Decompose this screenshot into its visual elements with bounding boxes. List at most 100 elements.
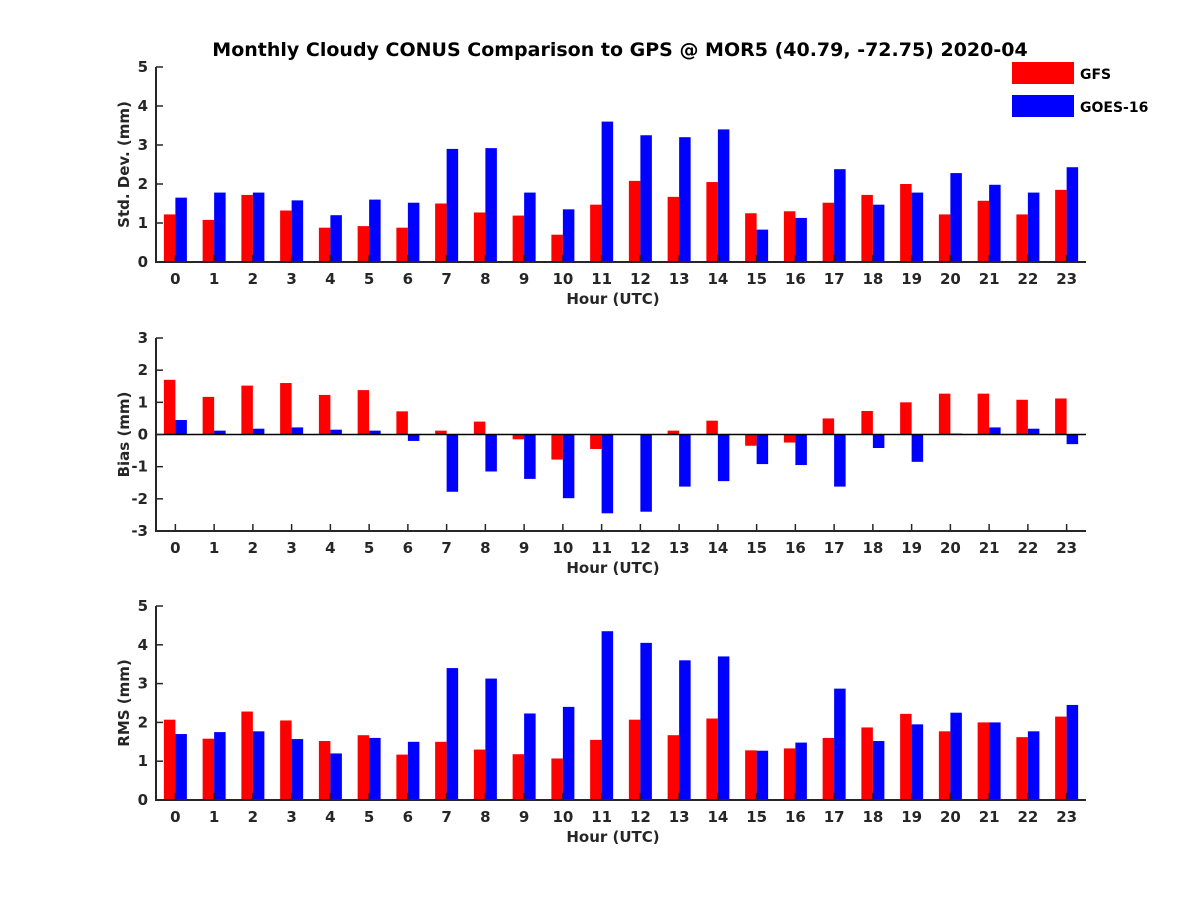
rms-x-tick-label: 5 (364, 808, 374, 826)
std-x-tick-label: 11 (591, 270, 612, 288)
std-x-tick-label: 17 (824, 270, 845, 288)
bias-bar-gfs-17 (822, 418, 835, 435)
bias-y-tick-label: 0 (138, 426, 148, 444)
rms-y-tick-label: 0 (138, 791, 148, 809)
rms-x-tick-label: 18 (862, 808, 883, 826)
rms-y-tick-label: 4 (138, 636, 148, 654)
rms-bar-gfs-0 (163, 719, 176, 800)
rms-x-tick-label: 3 (286, 808, 296, 826)
bias-bar-goes16-14 (717, 434, 730, 482)
rms-y-axis-label: RMS (mm) (115, 659, 133, 746)
rms-bar-gfs-15 (745, 750, 757, 800)
rms-x-tick-label: 1 (209, 808, 219, 826)
rms-bar-goes16-4 (330, 753, 342, 800)
bias-y-tick-label: -1 (131, 458, 148, 476)
rms-bar-goes16-9 (524, 713, 536, 800)
rms-bar-goes16-7 (446, 668, 459, 800)
rms-bar-gfs-16 (783, 748, 796, 800)
std-bar-gfs-23 (1055, 189, 1067, 262)
rms-bar-goes16-10 (562, 706, 575, 800)
std-bar-goes16-18 (872, 204, 885, 262)
bias-bar-goes16-13 (679, 434, 691, 487)
rms-x-tick-label: 6 (403, 808, 413, 826)
rms-bar-goes16-20 (950, 712, 962, 800)
bias-x-tick-label: 22 (1017, 539, 1038, 557)
bias-x-tick-label: 7 (441, 539, 451, 557)
std-bar-goes16-23 (1066, 167, 1079, 262)
std-bar-goes16-16 (795, 217, 807, 262)
legend: GFS GOES-16 (1012, 62, 1148, 117)
std-bar-gfs-18 (861, 194, 873, 262)
bias-bar-gfs-2 (241, 385, 253, 435)
rms-x-tick-label: 13 (669, 808, 690, 826)
bias-x-tick-label: 4 (325, 539, 335, 557)
rms-x-tick-label: 19 (901, 808, 922, 826)
bias-bar-goes16-18 (872, 434, 885, 449)
bias-x-tick-label: 15 (746, 539, 767, 557)
rms-bar-gfs-6 (396, 754, 408, 800)
legend-label-goes16: GOES-16 (1080, 100, 1148, 116)
std-bar-goes16-11 (601, 121, 614, 262)
bias-bar-gfs-14 (706, 420, 718, 435)
bias-x-tick-label: 12 (630, 539, 651, 557)
bias-x-tick-label: 8 (480, 539, 490, 557)
rms-bar-goes16-16 (795, 742, 807, 800)
bias-bar-gfs-1 (202, 396, 215, 435)
rms-x-axis-label: Hour (UTC) (566, 828, 659, 846)
std-x-tick-label: 16 (785, 270, 806, 288)
rms-bar-gfs-4 (318, 741, 331, 800)
bias-bar-goes16-10 (562, 434, 575, 499)
rms-bar-goes16-8 (485, 678, 497, 800)
std-y-tick-label: 2 (138, 175, 148, 193)
bias-y-tick-label: 1 (138, 393, 148, 411)
bias-x-tick-label: 2 (248, 539, 258, 557)
rms-bar-gfs-9 (512, 754, 525, 800)
bias-y-tick-label: -2 (131, 490, 148, 508)
std-bar-gfs-5 (357, 226, 370, 262)
rms-bar-goes16-1 (214, 732, 226, 800)
rms-x-tick-label: 14 (707, 808, 728, 826)
std-bar-gfs-8 (473, 212, 486, 262)
rms-x-tick-label: 9 (519, 808, 529, 826)
std-bar-gfs-11 (590, 204, 602, 262)
std-x-tick-label: 4 (325, 270, 335, 288)
std-bar-gfs-15 (745, 213, 757, 262)
std-x-tick-label: 21 (979, 270, 1000, 288)
rms-bar-gfs-3 (280, 720, 292, 800)
std-x-tick-label: 18 (862, 270, 883, 288)
rms-bar-goes16-18 (872, 741, 885, 800)
std-bar-gfs-3 (280, 210, 292, 262)
std-bar-gfs-21 (977, 200, 990, 262)
rms-x-tick-label: 11 (591, 808, 612, 826)
std-bar-gfs-14 (706, 182, 718, 262)
rms-bar-gfs-10 (551, 758, 563, 800)
rms-x-tick-label: 16 (785, 808, 806, 826)
std-x-tick-label: 5 (364, 270, 374, 288)
rms-x-tick-label: 4 (325, 808, 335, 826)
bias-bar-gfs-3 (280, 383, 292, 435)
std-bar-goes16-21 (989, 184, 1001, 262)
bias-x-tick-label: 21 (979, 539, 1000, 557)
rms-bar-gfs-11 (590, 739, 602, 800)
rms-bar-gfs-7 (435, 741, 447, 800)
std-bar-gfs-17 (822, 202, 835, 262)
std-bar-gfs-7 (435, 203, 447, 262)
std-y-tick-label: 1 (138, 214, 148, 232)
bias-bar-gfs-15 (745, 434, 757, 446)
bias-bar-gfs-23 (1055, 398, 1067, 435)
std-y-tick-label: 0 (138, 253, 148, 271)
bias-bar-goes16-0 (175, 420, 187, 435)
rms-bar-gfs-5 (357, 735, 370, 800)
legend-swatch-goes16 (1012, 95, 1074, 117)
rms-bar-goes16-0 (175, 734, 187, 800)
bias-bar-gfs-19 (900, 402, 912, 435)
std-bar-goes16-14 (717, 129, 730, 262)
bias-x-tick-label: 17 (824, 539, 845, 557)
chart-title: Monthly Cloudy CONUS Comparison to GPS @… (212, 39, 1027, 61)
rms-x-tick-label: 22 (1017, 808, 1038, 826)
rms-x-tick-label: 20 (940, 808, 961, 826)
bias-x-tick-label: 9 (519, 539, 529, 557)
rms-x-tick-label: 21 (979, 808, 1000, 826)
